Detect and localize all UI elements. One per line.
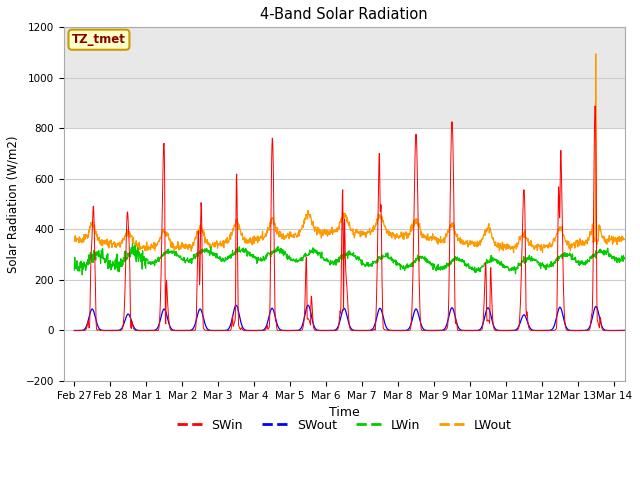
SWin	[498, 328, 506, 334]
LWin	[79, 272, 86, 278]
LWin	[639, 245, 640, 251]
LWout	[592, 51, 600, 57]
LWin	[337, 252, 345, 258]
X-axis label: Time: Time	[329, 406, 360, 420]
LWout	[498, 242, 506, 248]
LWin	[70, 267, 78, 273]
LWin	[161, 252, 169, 257]
SWout	[582, 327, 590, 333]
Line: LWout: LWout	[74, 54, 640, 252]
LWin	[129, 241, 136, 247]
SWout	[161, 306, 168, 312]
Line: LWin: LWin	[74, 244, 640, 275]
LWin	[583, 260, 591, 265]
SWout	[611, 328, 618, 334]
SWin	[347, 327, 355, 333]
LWout	[639, 231, 640, 237]
SWin	[70, 328, 78, 334]
LWout	[161, 229, 168, 235]
SWout	[337, 316, 344, 322]
SWout	[70, 328, 78, 334]
SWout	[498, 328, 506, 334]
Line: SWout: SWout	[74, 305, 640, 331]
LWout	[336, 220, 344, 226]
Bar	[63, 27, 625, 128]
LWout	[510, 250, 518, 255]
Line: SWin: SWin	[74, 106, 640, 331]
Y-axis label: Solar Radiation (W/m2): Solar Radiation (W/m2)	[7, 135, 20, 273]
Title: 4-Band Solar Radiation: 4-Band Solar Radiation	[260, 7, 428, 22]
LWout	[70, 239, 78, 244]
LWout	[347, 227, 355, 232]
SWout	[232, 302, 240, 308]
SWout	[348, 326, 355, 332]
SWout	[639, 328, 640, 334]
Text: TZ_tmet: TZ_tmet	[72, 33, 126, 46]
LWout	[582, 238, 590, 244]
SWin	[639, 328, 640, 334]
Legend: SWin, SWout, LWin, LWout: SWin, SWout, LWin, LWout	[172, 414, 516, 437]
LWin	[499, 261, 506, 267]
SWin	[336, 308, 344, 314]
SWin	[591, 103, 599, 109]
SWin	[582, 328, 590, 334]
LWin	[348, 251, 356, 257]
SWin	[161, 149, 168, 155]
SWin	[611, 328, 618, 334]
